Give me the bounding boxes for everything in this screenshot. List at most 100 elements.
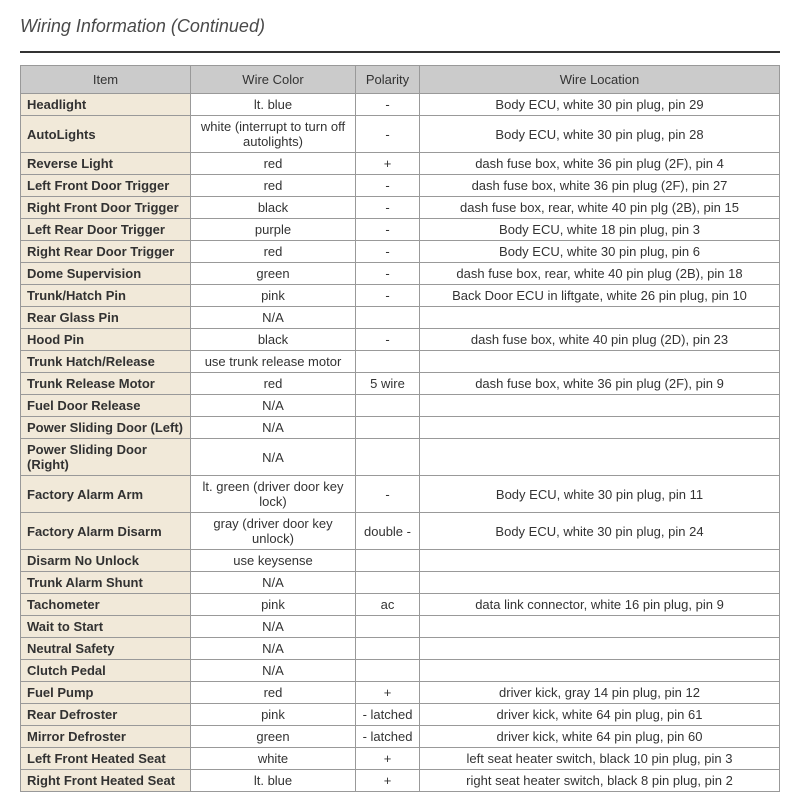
cell-wire-color: red bbox=[191, 373, 356, 395]
cell-polarity bbox=[356, 307, 420, 329]
cell-wire-location: dash fuse box, rear, white 40 pin plg (2… bbox=[420, 197, 780, 219]
cell-polarity: - bbox=[356, 285, 420, 307]
cell-wire-location: Body ECU, white 30 pin plug, pin 6 bbox=[420, 241, 780, 263]
cell-polarity bbox=[356, 638, 420, 660]
cell-wire-location bbox=[420, 638, 780, 660]
cell-wire-location: Back Door ECU in liftgate, white 26 pin … bbox=[420, 285, 780, 307]
table-row: Hood Pinblack-dash fuse box, white 40 pi… bbox=[21, 329, 780, 351]
table-row: Power Sliding Door (Right)N/A bbox=[21, 439, 780, 476]
cell-polarity: - bbox=[356, 263, 420, 285]
cell-polarity: - bbox=[356, 241, 420, 263]
table-row: Fuel Pumpred+driver kick, gray 14 pin pl… bbox=[21, 682, 780, 704]
table-row: Headlightlt. blue-Body ECU, white 30 pin… bbox=[21, 94, 780, 116]
cell-wire-location: driver kick, white 64 pin plug, pin 60 bbox=[420, 726, 780, 748]
cell-wire-color: black bbox=[191, 329, 356, 351]
cell-wire-color: N/A bbox=[191, 616, 356, 638]
cell-polarity bbox=[356, 417, 420, 439]
table-row: Left Rear Door Triggerpurple-Body ECU, w… bbox=[21, 219, 780, 241]
cell-item: Clutch Pedal bbox=[21, 660, 191, 682]
cell-polarity: + bbox=[356, 682, 420, 704]
cell-item: Tachometer bbox=[21, 594, 191, 616]
cell-wire-color: pink bbox=[191, 594, 356, 616]
cell-wire-location bbox=[420, 417, 780, 439]
table-row: Factory Alarm Disarmgray (driver door ke… bbox=[21, 513, 780, 550]
cell-item: Trunk Release Motor bbox=[21, 373, 191, 395]
table-row: Neutral SafetyN/A bbox=[21, 638, 780, 660]
cell-polarity bbox=[356, 550, 420, 572]
cell-wire-location bbox=[420, 616, 780, 638]
cell-wire-color: N/A bbox=[191, 439, 356, 476]
cell-wire-color: red bbox=[191, 175, 356, 197]
cell-polarity: 5 wire bbox=[356, 373, 420, 395]
cell-wire-color: N/A bbox=[191, 307, 356, 329]
cell-wire-location: Body ECU, white 30 pin plug, pin 11 bbox=[420, 476, 780, 513]
table-header-row: Item Wire Color Polarity Wire Location bbox=[21, 66, 780, 94]
cell-wire-location: Body ECU, white 18 pin plug, pin 3 bbox=[420, 219, 780, 241]
cell-item: Right Front Door Trigger bbox=[21, 197, 191, 219]
cell-item: Trunk Alarm Shunt bbox=[21, 572, 191, 594]
cell-polarity bbox=[356, 351, 420, 373]
cell-item: AutoLights bbox=[21, 116, 191, 153]
table-row: Reverse Lightred+dash fuse box, white 36… bbox=[21, 153, 780, 175]
cell-wire-location: dash fuse box, white 36 pin plug (2F), p… bbox=[420, 373, 780, 395]
cell-item: Trunk Hatch/Release bbox=[21, 351, 191, 373]
table-row: Clutch PedalN/A bbox=[21, 660, 780, 682]
table-row: AutoLightswhite (interrupt to turn off a… bbox=[21, 116, 780, 153]
cell-item: Fuel Pump bbox=[21, 682, 191, 704]
cell-polarity bbox=[356, 660, 420, 682]
table-row: Left Front Heated Seatwhite+left seat he… bbox=[21, 748, 780, 770]
table-row: Fuel Door ReleaseN/A bbox=[21, 395, 780, 417]
cell-polarity: + bbox=[356, 153, 420, 175]
cell-wire-color: white (interrupt to turn off autolights) bbox=[191, 116, 356, 153]
cell-wire-location: Body ECU, white 30 pin plug, pin 24 bbox=[420, 513, 780, 550]
cell-wire-color: red bbox=[191, 241, 356, 263]
cell-wire-color: N/A bbox=[191, 417, 356, 439]
cell-wire-color: green bbox=[191, 726, 356, 748]
table-row: Mirror Defrostergreen- latcheddriver kic… bbox=[21, 726, 780, 748]
cell-wire-color: use trunk release motor bbox=[191, 351, 356, 373]
table-row: Trunk Alarm ShuntN/A bbox=[21, 572, 780, 594]
cell-item: Factory Alarm Arm bbox=[21, 476, 191, 513]
cell-polarity: - bbox=[356, 94, 420, 116]
table-row: Left Front Door Triggerred-dash fuse box… bbox=[21, 175, 780, 197]
table-body: Headlightlt. blue-Body ECU, white 30 pin… bbox=[21, 94, 780, 792]
table-row: Wait to StartN/A bbox=[21, 616, 780, 638]
cell-polarity: + bbox=[356, 748, 420, 770]
cell-polarity: ac bbox=[356, 594, 420, 616]
cell-item: Neutral Safety bbox=[21, 638, 191, 660]
cell-wire-location bbox=[420, 439, 780, 476]
cell-wire-color: use keysense bbox=[191, 550, 356, 572]
cell-wire-color: N/A bbox=[191, 572, 356, 594]
cell-wire-location: Body ECU, white 30 pin plug, pin 29 bbox=[420, 94, 780, 116]
cell-item: Wait to Start bbox=[21, 616, 191, 638]
table-row: Factory Alarm Armlt. green (driver door … bbox=[21, 476, 780, 513]
cell-wire-color: N/A bbox=[191, 395, 356, 417]
cell-wire-location: dash fuse box, white 36 pin plug (2F), p… bbox=[420, 175, 780, 197]
cell-polarity: double - bbox=[356, 513, 420, 550]
cell-item: Hood Pin bbox=[21, 329, 191, 351]
table-row: Trunk Hatch/Releaseuse trunk release mot… bbox=[21, 351, 780, 373]
cell-wire-color: green bbox=[191, 263, 356, 285]
cell-wire-location: driver kick, white 64 pin plug, pin 61 bbox=[420, 704, 780, 726]
cell-wire-location: dash fuse box, rear, white 40 pin plug (… bbox=[420, 263, 780, 285]
table-row: Power Sliding Door (Left)N/A bbox=[21, 417, 780, 439]
cell-item: Headlight bbox=[21, 94, 191, 116]
cell-polarity: - bbox=[356, 329, 420, 351]
cell-item: Left Front Door Trigger bbox=[21, 175, 191, 197]
cell-polarity: - latched bbox=[356, 704, 420, 726]
cell-wire-location bbox=[420, 660, 780, 682]
cell-wire-color: black bbox=[191, 197, 356, 219]
cell-polarity: - bbox=[356, 476, 420, 513]
cell-polarity bbox=[356, 616, 420, 638]
cell-wire-color: lt. blue bbox=[191, 770, 356, 792]
table-row: Trunk Release Motorred5 wiredash fuse bo… bbox=[21, 373, 780, 395]
table-row: Right Rear Door Triggerred-Body ECU, whi… bbox=[21, 241, 780, 263]
cell-wire-location: left seat heater switch, black 10 pin pl… bbox=[420, 748, 780, 770]
cell-item: Rear Glass Pin bbox=[21, 307, 191, 329]
cell-item: Mirror Defroster bbox=[21, 726, 191, 748]
cell-wire-location: driver kick, gray 14 pin plug, pin 12 bbox=[420, 682, 780, 704]
cell-wire-location bbox=[420, 550, 780, 572]
col-header-location: Wire Location bbox=[420, 66, 780, 94]
table-row: Disarm No Unlockuse keysense bbox=[21, 550, 780, 572]
cell-wire-color: pink bbox=[191, 285, 356, 307]
